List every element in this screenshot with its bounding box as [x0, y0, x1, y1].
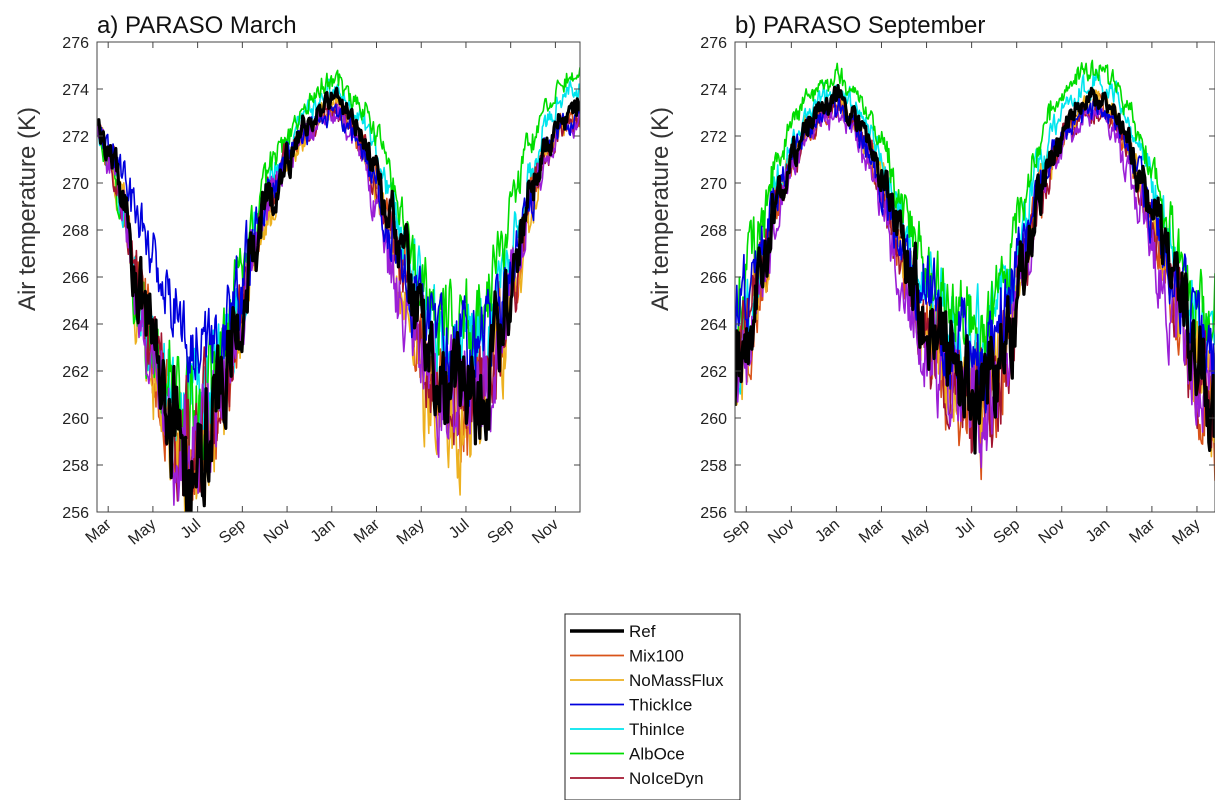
legend-entry-mix100: Mix100 — [570, 647, 684, 666]
y-tick-label: 258 — [62, 458, 89, 475]
x-tick-label: May — [899, 516, 933, 548]
panel-b-series-group — [735, 59, 1215, 481]
x-tick-label: Sep — [991, 516, 1024, 547]
panel-a-march: a) PARASO March Air temperature (K) 2562… — [14, 12, 581, 548]
legend-entry-thinice: ThinIce — [570, 720, 685, 739]
series-line-ref — [735, 83, 1215, 455]
y-tick-label: 272 — [62, 129, 89, 146]
x-tick-label: Jul — [178, 516, 205, 542]
x-tick-label: Mar — [856, 516, 889, 547]
legend-label: NoMassFlux — [629, 671, 724, 690]
panel-a-title: a) PARASO March — [97, 12, 297, 39]
panel-b-y-ticks: 256 258 260 262 264 266 268 270 272 274 276 — [700, 35, 1215, 522]
panel-b-september: b) PARASO September Air temperature (K) … — [647, 12, 1215, 548]
panel-b-title: b) PARASO September — [735, 12, 985, 39]
panel-b-y-axis-label: Air temperature (K) — [647, 107, 674, 311]
y-tick-label: 264 — [62, 317, 89, 334]
y-tick-label: 266 — [700, 270, 727, 287]
x-tick-label: Nov — [529, 516, 562, 547]
y-tick-label: 266 — [62, 270, 89, 287]
series-line-thickice — [97, 101, 580, 407]
legend-box — [564, 613, 741, 800]
y-tick-label: 262 — [700, 364, 727, 381]
y-tick-label: 274 — [700, 82, 727, 99]
series-line-alboce — [97, 67, 580, 461]
y-tick-label: 260 — [62, 411, 89, 428]
y-tick-label: 270 — [700, 176, 727, 193]
x-tick-label: Mar — [351, 516, 384, 547]
y-tick-label: 270 — [62, 176, 89, 193]
x-tick-label: Jan — [812, 516, 843, 546]
legend-label: ThickIce — [629, 696, 692, 715]
series-line-thinice — [735, 69, 1215, 411]
legend-label: AlbOce — [629, 745, 685, 764]
x-tick-label: Nov — [1036, 516, 1069, 547]
legend-label: NoIceDyn — [629, 769, 704, 788]
y-tick-label: 256 — [62, 505, 89, 522]
x-tick-label: Nov — [261, 516, 294, 547]
panel-a-series-group — [97, 67, 580, 512]
y-tick-label: 256 — [700, 505, 727, 522]
x-tick-label: May — [1169, 516, 1203, 548]
legend-label: ThinIce — [629, 720, 685, 739]
y-tick-label: 268 — [62, 223, 89, 240]
panel-a-y-ticks: 256 258 260 262 264 266 268 270 272 274 276 — [62, 35, 580, 522]
y-tick-label: 262 — [62, 364, 89, 381]
y-tick-label: 264 — [700, 317, 727, 334]
legend-entry-nomassflux: NoMassFlux — [570, 671, 724, 690]
x-tick-label: Jul — [446, 516, 473, 542]
legend-entry-noicedyn: NoIceDyn — [570, 769, 704, 788]
legend-label: Mix100 — [629, 647, 684, 666]
legend: Ref Mix100 NoMassFlux ThickIce ThinIce AlbOce… — [564, 613, 741, 800]
legend-entry-thickice: ThickIce — [570, 696, 692, 715]
x-tick-label: Jul — [952, 516, 979, 542]
y-tick-label: 274 — [62, 82, 89, 99]
x-tick-label: Sep — [485, 516, 518, 547]
x-tick-label: Sep — [216, 516, 249, 547]
legend-entries: Ref Mix100 NoMassFlux ThickIce ThinIce AlbOce… — [570, 622, 724, 788]
x-tick-label: Mar — [1126, 516, 1159, 547]
series-line-alboce — [735, 59, 1215, 371]
x-tick-label: Nov — [765, 516, 798, 547]
x-tick-label: May — [394, 516, 428, 548]
panel-a-y-axis-label: Air temperature (K) — [14, 107, 41, 311]
y-tick-label: 276 — [700, 35, 727, 52]
y-tick-label: 268 — [700, 223, 727, 240]
y-tick-label: 272 — [700, 129, 727, 146]
legend-label: Ref — [629, 622, 656, 641]
y-tick-label: 276 — [62, 35, 89, 52]
series-line-ref — [97, 86, 580, 512]
x-tick-label: Jan — [308, 516, 339, 546]
x-tick-label: May — [125, 516, 159, 548]
y-tick-label: 258 — [700, 458, 727, 475]
legend-entry-ref: Ref — [570, 622, 656, 641]
legend-entry-alboce: AlbOce — [570, 745, 685, 764]
x-tick-label: Jan — [1083, 516, 1114, 546]
y-tick-label: 260 — [700, 411, 727, 428]
